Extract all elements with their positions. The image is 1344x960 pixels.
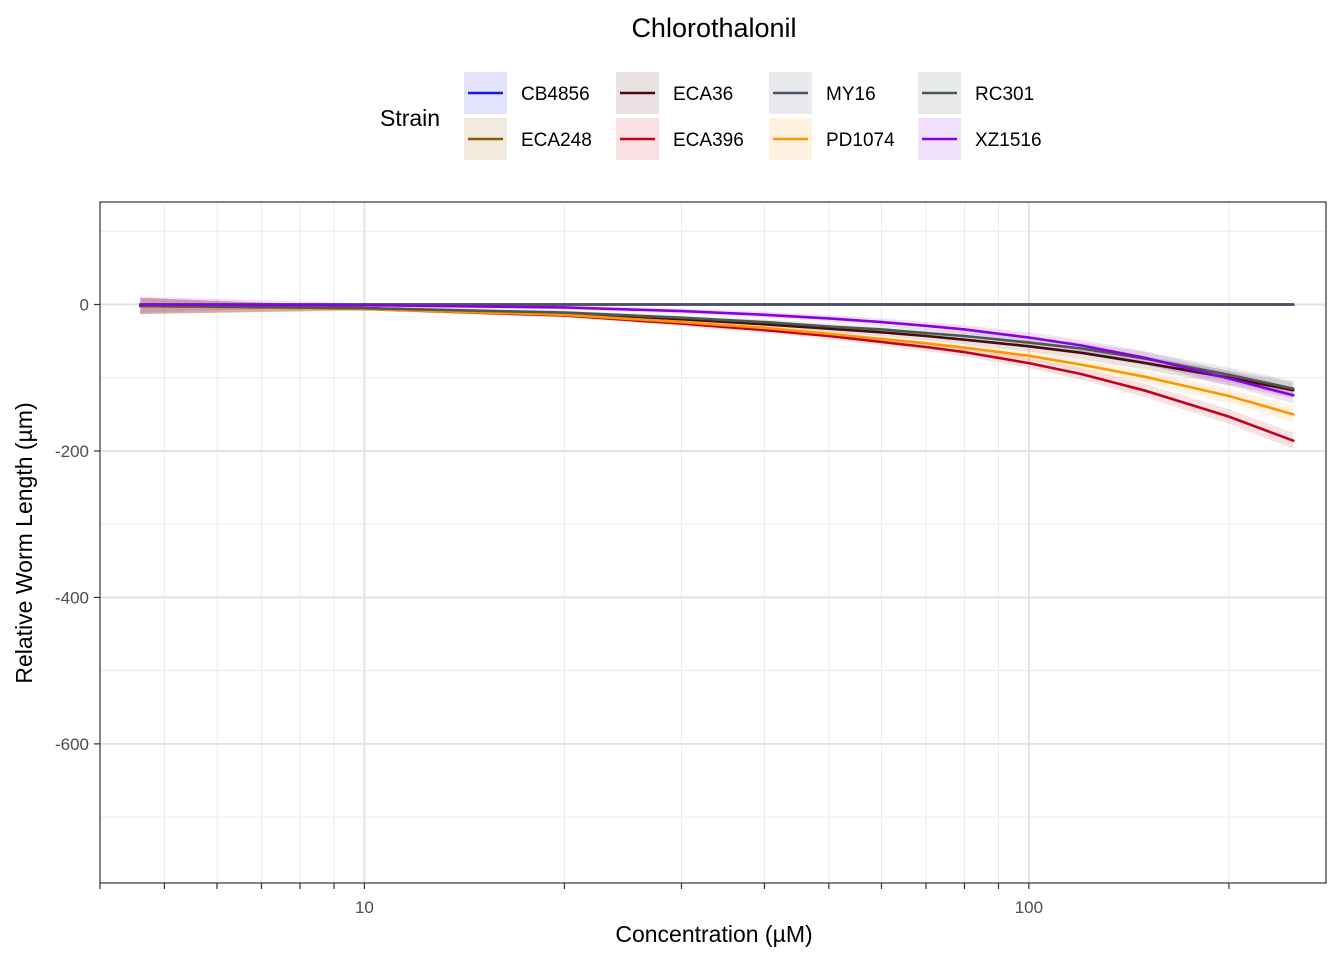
- y-tick-label: 0: [80, 296, 89, 315]
- legend[interactable]: Strain CB4856 ECA248 ECA36 ECA396 MY16 PD1074 R…: [380, 72, 1042, 160]
- y-tick-label: -400: [55, 588, 89, 607]
- legend-item-pd1074[interactable]: PD1074: [769, 118, 895, 160]
- legend-item-rc301[interactable]: RC301: [918, 72, 1034, 114]
- legend-label: RC301: [975, 84, 1034, 105]
- legend-item-eca396[interactable]: ECA396: [616, 118, 744, 160]
- x-tick-label: 10: [355, 898, 374, 917]
- series-line-pd1074: [139, 304, 1295, 416]
- legend-item-xz1516[interactable]: XZ1516: [918, 118, 1042, 160]
- legend-label: CB4856: [521, 84, 590, 105]
- legend-title: Strain: [380, 105, 440, 131]
- legend-item-eca248[interactable]: ECA248: [464, 118, 592, 160]
- panel-border: [99, 201, 1327, 884]
- confidence-band-eca396: [140, 297, 1294, 449]
- y-tick-label: -600: [55, 735, 89, 754]
- plot-panel: 0 -200 -400 -600 10 100: [55, 201, 1327, 917]
- x-tick-label: 100: [1015, 898, 1043, 917]
- legend-label: MY16: [826, 84, 876, 105]
- x-axis-label: Concentration (µM): [615, 921, 812, 947]
- legend-label: ECA36: [673, 84, 733, 105]
- legend-item-eca36[interactable]: ECA36: [616, 72, 733, 114]
- legend-label: ECA396: [673, 130, 744, 151]
- legend-label: ECA248: [521, 130, 592, 151]
- legend-item-my16[interactable]: MY16: [769, 72, 876, 114]
- y-tick-label: -200: [55, 442, 89, 461]
- series-layer: [139, 296, 1295, 449]
- chart-title: Chlorothalonil: [631, 13, 796, 43]
- legend-label: XZ1516: [975, 130, 1042, 151]
- legend-label: PD1074: [826, 130, 895, 151]
- y-axis-label: Relative Worm Length (µm): [11, 402, 37, 683]
- legend-item-cb4856[interactable]: CB4856: [464, 72, 590, 114]
- series-line-xz1516: [139, 303, 1295, 397]
